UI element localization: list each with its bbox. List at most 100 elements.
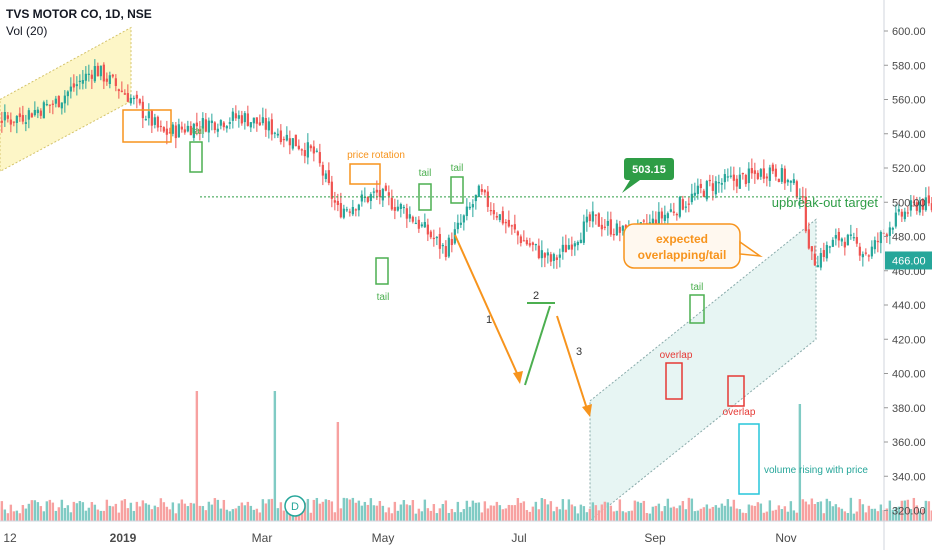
volume-bar [132, 510, 136, 521]
candle-body [885, 234, 888, 237]
volume-bar [864, 512, 868, 521]
volume-bar [411, 500, 415, 521]
candle-body [300, 149, 303, 151]
candle-body [669, 209, 672, 212]
candle-body [261, 117, 264, 124]
volume-bar [741, 512, 745, 521]
y-tick-label: 500.00 [892, 197, 926, 209]
candle-body [180, 126, 183, 130]
candle-body [495, 215, 498, 218]
teal-channel [589, 218, 817, 522]
volume-bar [324, 499, 328, 521]
volume-bar [279, 502, 283, 521]
volume-bar [312, 499, 316, 521]
volume-bar [690, 498, 694, 521]
volume-bar [39, 506, 43, 521]
candle-body [489, 210, 492, 212]
candle-body [342, 208, 345, 218]
volume-bar [636, 501, 640, 521]
volume-bar [756, 502, 760, 521]
volume-bar [588, 508, 592, 521]
volume-bar [429, 510, 433, 521]
candle-body [123, 93, 126, 95]
volume-bar [747, 504, 751, 521]
volume-bar [777, 505, 781, 521]
volume-bar [564, 509, 568, 521]
volume-bar [924, 500, 928, 521]
volume-bar [321, 501, 325, 521]
y-tick-label: 560.00 [892, 95, 926, 107]
candle-body [795, 181, 798, 198]
volume-bar [825, 498, 829, 521]
expected-callout: expected overlapping/tail [623, 223, 763, 269]
candle-body [483, 190, 486, 193]
candle-body [720, 182, 723, 185]
breakout-level: 503.15 upbreak-out target [200, 158, 884, 210]
tail-box [418, 183, 432, 211]
volume-bar [375, 505, 379, 521]
consolidation-box [122, 109, 172, 143]
candle-body [597, 213, 600, 227]
volume-bar [654, 505, 658, 521]
volume-bar [930, 510, 932, 521]
candle-body [87, 73, 90, 75]
volume-bar [444, 500, 448, 521]
volume-bar [387, 507, 391, 521]
candle-body [93, 66, 96, 82]
candle-body [537, 245, 540, 259]
candle-body [879, 231, 882, 244]
volume-bar [150, 509, 154, 521]
candle-body [774, 168, 777, 177]
candle-body [45, 103, 48, 106]
volume-bar [225, 509, 229, 521]
candle-body [915, 202, 918, 211]
candle-body [384, 185, 387, 191]
candle-body [132, 97, 135, 100]
candle-body [189, 125, 192, 136]
candle-body [153, 117, 156, 125]
volume-bar [171, 502, 175, 521]
volume-bar [723, 505, 727, 521]
candle-body [474, 194, 477, 202]
candle-body [567, 245, 570, 250]
candle-body [609, 219, 612, 235]
candle-body [90, 74, 93, 79]
volume-bar [141, 500, 145, 521]
volume-bar [705, 504, 709, 521]
volume-bar [228, 511, 232, 521]
level-tag-bg [624, 158, 674, 180]
volume-bar [468, 506, 472, 521]
candle-body [177, 124, 180, 138]
volume-bar [621, 511, 625, 521]
tail-label: tail [192, 126, 205, 137]
candle-body [306, 142, 309, 158]
volume-bar [762, 512, 766, 521]
volume-bar [672, 506, 676, 521]
wave-1-arrowhead [513, 371, 523, 384]
overlap-box [665, 362, 683, 400]
candle-body [771, 164, 774, 172]
candle-body [363, 196, 366, 198]
candle-body [705, 181, 708, 200]
tail-label: tail [419, 168, 432, 179]
candle-body [66, 91, 69, 97]
candle-body [390, 197, 393, 210]
volume-bar [123, 499, 127, 521]
wave-label: 3 [576, 346, 582, 358]
candle-body [156, 116, 159, 128]
volume-bar [873, 508, 877, 521]
volume-bar [810, 498, 814, 521]
candle-body [918, 201, 921, 213]
candle-body [276, 133, 279, 136]
candle-body [387, 192, 390, 196]
candle-body [315, 150, 318, 152]
candle-body [789, 180, 792, 183]
candle-body [672, 211, 675, 213]
volume-bar [759, 503, 763, 521]
volume-bar [93, 504, 97, 521]
candle-body [849, 234, 852, 236]
candle-body [477, 185, 480, 198]
volume-bar [465, 500, 469, 521]
volume-bar [195, 391, 199, 521]
